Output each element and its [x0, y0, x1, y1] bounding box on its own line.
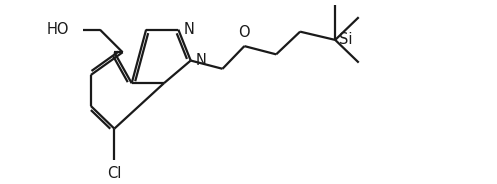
Text: Cl: Cl: [107, 166, 122, 181]
Text: HO: HO: [46, 22, 69, 37]
Text: O: O: [239, 25, 250, 40]
Text: Si: Si: [339, 32, 353, 47]
Text: N: N: [183, 22, 194, 37]
Text: N: N: [196, 53, 207, 68]
